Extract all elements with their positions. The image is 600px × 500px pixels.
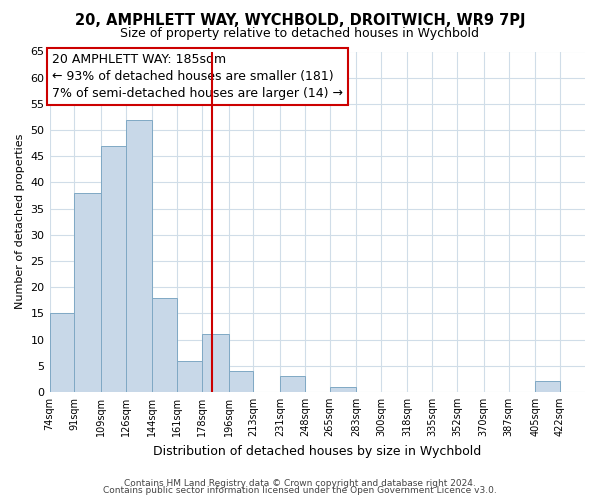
Y-axis label: Number of detached properties: Number of detached properties bbox=[15, 134, 25, 310]
Text: 20 AMPHLETT WAY: 185sqm
← 93% of detached houses are smaller (181)
7% of semi-de: 20 AMPHLETT WAY: 185sqm ← 93% of detache… bbox=[52, 53, 343, 100]
Bar bbox=[229, 371, 253, 392]
Bar bbox=[280, 376, 305, 392]
Bar bbox=[535, 382, 560, 392]
Bar bbox=[202, 334, 229, 392]
Text: 20, AMPHLETT WAY, WYCHBOLD, DROITWICH, WR9 7PJ: 20, AMPHLETT WAY, WYCHBOLD, DROITWICH, W… bbox=[75, 12, 525, 28]
Bar bbox=[74, 193, 101, 392]
Bar bbox=[330, 386, 356, 392]
X-axis label: Distribution of detached houses by size in Wychbold: Distribution of detached houses by size … bbox=[153, 444, 481, 458]
Text: Contains public sector information licensed under the Open Government Licence v3: Contains public sector information licen… bbox=[103, 486, 497, 495]
Text: Size of property relative to detached houses in Wychbold: Size of property relative to detached ho… bbox=[121, 28, 479, 40]
Bar bbox=[101, 146, 126, 392]
Bar bbox=[177, 360, 202, 392]
Bar bbox=[152, 298, 177, 392]
Bar bbox=[126, 120, 152, 392]
Text: Contains HM Land Registry data © Crown copyright and database right 2024.: Contains HM Land Registry data © Crown c… bbox=[124, 478, 476, 488]
Bar bbox=[50, 314, 74, 392]
